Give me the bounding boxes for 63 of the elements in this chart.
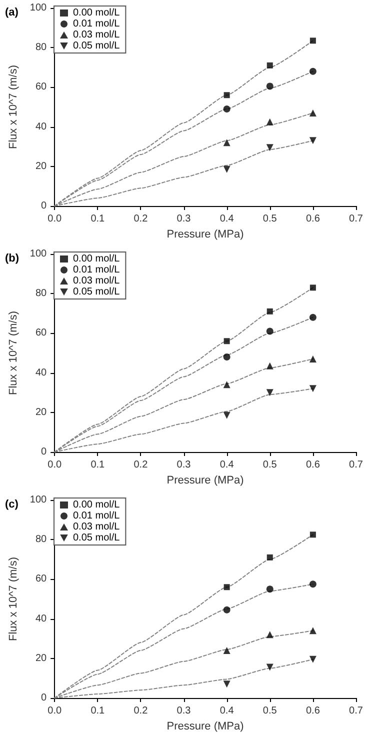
y-tick-label: 0 [41,446,48,458]
legend-label: 0.03 mol/L [73,276,120,286]
chart-title: (c) [5,498,19,510]
legend-label: 0.01 mol/L [73,510,120,522]
x-tick-label: 0.1 [90,706,106,716]
y-tick-label: 20 [35,406,48,418]
y-tick-label: 60 [35,82,48,93]
x-tick-label: 0.5 [262,706,278,716]
x-tick-label: 0.5 [262,214,278,224]
y-tick-label: 60 [35,328,48,339]
x-tick-label: 0.1 [90,214,106,224]
x-tick-label: 0.6 [306,214,320,224]
x-tick-label: 0.7 [349,460,364,470]
y-tick-label: 80 [35,288,48,300]
x-tick-label: 0.2 [134,706,148,716]
legend-label: 0.01 mol/L [73,18,120,30]
x-tick-label: 0.2 [134,214,148,224]
x-tick-label: 0.1 [90,460,106,470]
legend-label: 0.03 mol/L [73,30,120,40]
legend-label: 0.00 mol/L [73,254,120,264]
legend-label: 0.03 mol/L [73,522,120,532]
y-tick-label: 60 [35,574,48,585]
x-tick-label: 0.5 [262,460,278,470]
x-tick-label: 0.4 [220,460,234,470]
x-tick-label: 0.3 [176,460,192,470]
chart-title: (a) [5,6,19,18]
x-tick-label: 0.6 [306,706,320,716]
y-axis-title: Flux x 10^7 (m/s) [8,310,20,396]
x-tick-label: 0.4 [220,214,234,224]
x-tick-label: 0.3 [176,706,192,716]
y-tick-label: 20 [35,160,48,172]
y-tick-label: 100 [30,494,48,506]
x-tick-label: 0.0 [48,706,62,716]
legend-label: 0.00 mol/L [73,8,120,18]
y-tick-label: 100 [30,248,48,260]
x-tick-label: 0.6 [306,460,320,470]
x-axis-title: Pressure (MPa) [166,720,244,732]
x-tick-label: 0.2 [134,460,148,470]
y-tick-label: 0 [41,692,48,704]
x-tick-label: 0.4 [220,706,234,716]
y-tick-label: 80 [35,42,48,54]
y-axis-title: Flux x 10^7 (m/s) [8,556,20,642]
chart-title: (b) [5,252,20,264]
y-axis-title: Flux x 10^7 (m/s) [8,64,20,150]
y-tick-label: 40 [35,613,48,624]
y-tick-label: 40 [35,121,48,132]
legend-label: 0.00 mol/L [73,500,120,510]
x-axis-title: Pressure (MPa) [166,474,244,486]
y-tick-label: 0 [41,200,48,212]
legend-label: 0.05 mol/L [73,40,120,52]
x-tick-label: 0.7 [349,706,364,716]
y-tick-label: 20 [35,652,48,664]
x-tick-label: 0.3 [176,214,192,224]
y-tick-label: 100 [30,2,48,14]
legend-label: 0.05 mol/L [73,532,120,544]
legend-label: 0.05 mol/L [73,286,120,298]
y-tick-label: 80 [35,534,48,546]
x-tick-label: 0.0 [48,460,62,470]
legend-label: 0.01 mol/L [73,264,120,276]
y-tick-label: 40 [35,367,48,378]
x-tick-label: 0.7 [349,214,364,224]
x-tick-label: 0.0 [48,214,62,224]
x-axis-title: Pressure (MPa) [166,228,244,240]
